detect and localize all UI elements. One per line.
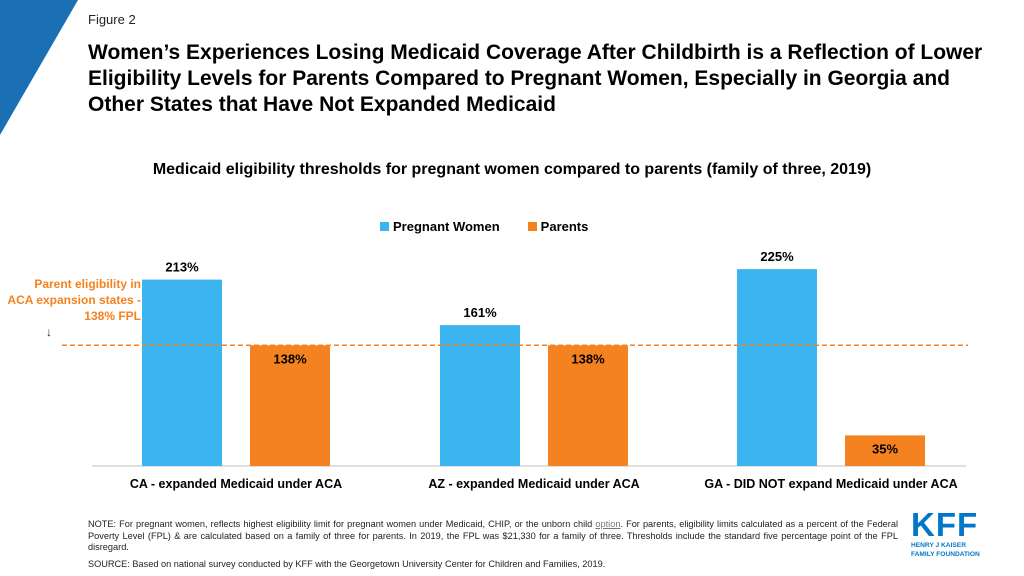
data-label-parents-az: 138% [571,351,605,366]
footnote-text-end: . For parents, eligibility limits calcul… [88,519,899,552]
legend-label-parents: Parents [540,219,589,234]
bar-parents-ca [250,345,330,466]
bar-pregnant-women-az [440,325,520,466]
data-label-pregnant-women-ga: 225% [760,249,794,264]
data-label-pregnant-women-az: 161% [463,305,497,320]
legend-item-pregnant-women: Pregnant Women [380,219,500,234]
category-label-ga: GA - DID NOT expand Medicaid under ACA [704,477,957,491]
bar-pregnant-women-ga [737,269,817,466]
chart-title: Medicaid eligibility thresholds for preg… [152,161,872,178]
kff-logo: KFF HENRY J KAISER FAMILY FOUNDATION [911,506,1001,559]
footnote-text-start: NOTE: For pregnant women, reflects highe… [88,519,593,529]
legend-label-pregnant-women: Pregnant Women [393,219,500,234]
legend-swatch-pregnant-women [380,222,389,231]
logo-line-1: HENRY J KAISER [911,542,966,549]
footnote: NOTE: For pregnant women, reflects highe… [88,519,898,554]
category-label-ca: CA - expanded Medicaid under ACA [130,477,342,491]
bar-parents-az [548,345,628,466]
data-label-parents-ca: 138% [273,351,307,366]
footnote-option-link[interactable]: option [595,519,621,529]
reference-line-annotation: Parent eligibility in ACA expansion stat… [7,277,141,323]
source-note: SOURCE: Based on national survey conduct… [88,559,606,569]
category-label-az: AZ - expanded Medicaid under ACA [428,477,639,491]
page-title: Women’s Experiences Losing Medicaid Cove… [88,41,983,116]
data-label-parents-ga: 35% [872,441,898,456]
chart-legend: Pregnant Women Parents [380,219,616,234]
logo-line-2: FAMILY FOUNDATION [911,551,980,558]
logo-mark: KFF [911,506,979,543]
corner-accent-graphic [0,0,78,135]
bar-parents-ga [845,435,925,466]
data-label-pregnant-women-ca: 213% [165,260,199,275]
legend-item-parents: Parents [527,219,589,234]
annotation-arrow-icon: ↓ [46,325,52,339]
bar-pregnant-women-ca [142,279,222,466]
legend-swatch-parents [527,222,537,231]
figure-label: Figure 2 [88,12,136,27]
